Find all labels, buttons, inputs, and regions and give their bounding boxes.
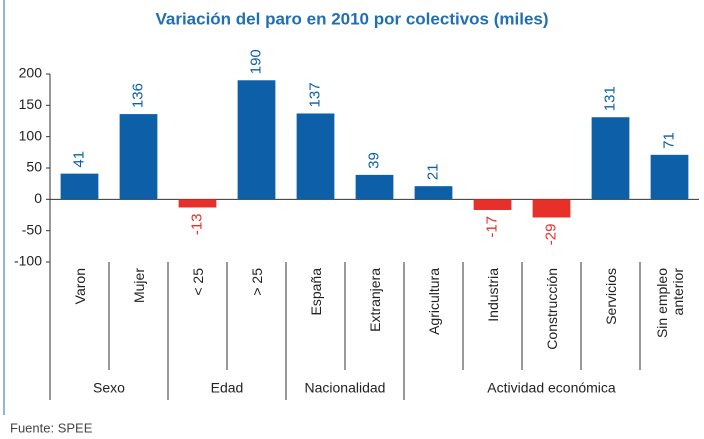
value-label: 41 [70, 151, 87, 168]
bar [237, 80, 276, 200]
x-tick-label: > 25 [248, 268, 265, 296]
y-tick-label: 0 [34, 190, 42, 206]
bar [60, 173, 99, 200]
y-tick-label: -50 [22, 221, 42, 237]
value-label: -13 [188, 213, 205, 235]
x-tick-label: Extranjera [366, 268, 383, 332]
x-tick-label: Varon [71, 268, 88, 305]
group-label: Sexo [93, 380, 125, 396]
y-tick-label: 50 [26, 159, 42, 175]
bar [414, 186, 453, 200]
source: Fuente: SPEE [10, 420, 93, 435]
bar [296, 113, 335, 200]
value-label: -17 [483, 216, 500, 238]
y-tick-label: 150 [19, 96, 43, 112]
x-tick-label: España [307, 268, 324, 316]
y-tick-label: -100 [14, 253, 42, 269]
y-tick-label: 200 [19, 65, 43, 81]
x-tick-label: Construcción [543, 268, 560, 350]
bar [355, 174, 394, 200]
y-tick-label: 100 [19, 127, 43, 143]
group-label: Nacionalidad [305, 380, 386, 396]
value-label: 136 [129, 83, 146, 108]
value-label: 190 [247, 49, 264, 74]
x-tick-label: Mujer [130, 268, 147, 304]
value-label: 21 [424, 163, 441, 180]
x-tick-label: Servicios [602, 268, 619, 325]
bar [178, 199, 217, 208]
group-label: Edad [211, 380, 244, 396]
x-tick-label: Industria [484, 268, 501, 322]
bar [650, 154, 689, 200]
value-label: -29 [542, 224, 559, 246]
x-tick-label: Sin empleo anterior [653, 268, 686, 339]
value-label: 39 [365, 152, 382, 169]
bar [473, 199, 512, 210]
value-label: 71 [660, 132, 677, 149]
x-tick-label: Agricultura [425, 268, 442, 335]
bar [591, 117, 630, 200]
bar [532, 199, 571, 218]
group-label: Actividad económica [487, 380, 616, 396]
x-tick-label: < 25 [189, 268, 206, 296]
bar [119, 114, 158, 200]
value-label: 137 [306, 82, 323, 107]
value-label: 131 [601, 86, 618, 111]
chart-title: Variación del paro en 2010 por colectivo… [155, 9, 548, 28]
